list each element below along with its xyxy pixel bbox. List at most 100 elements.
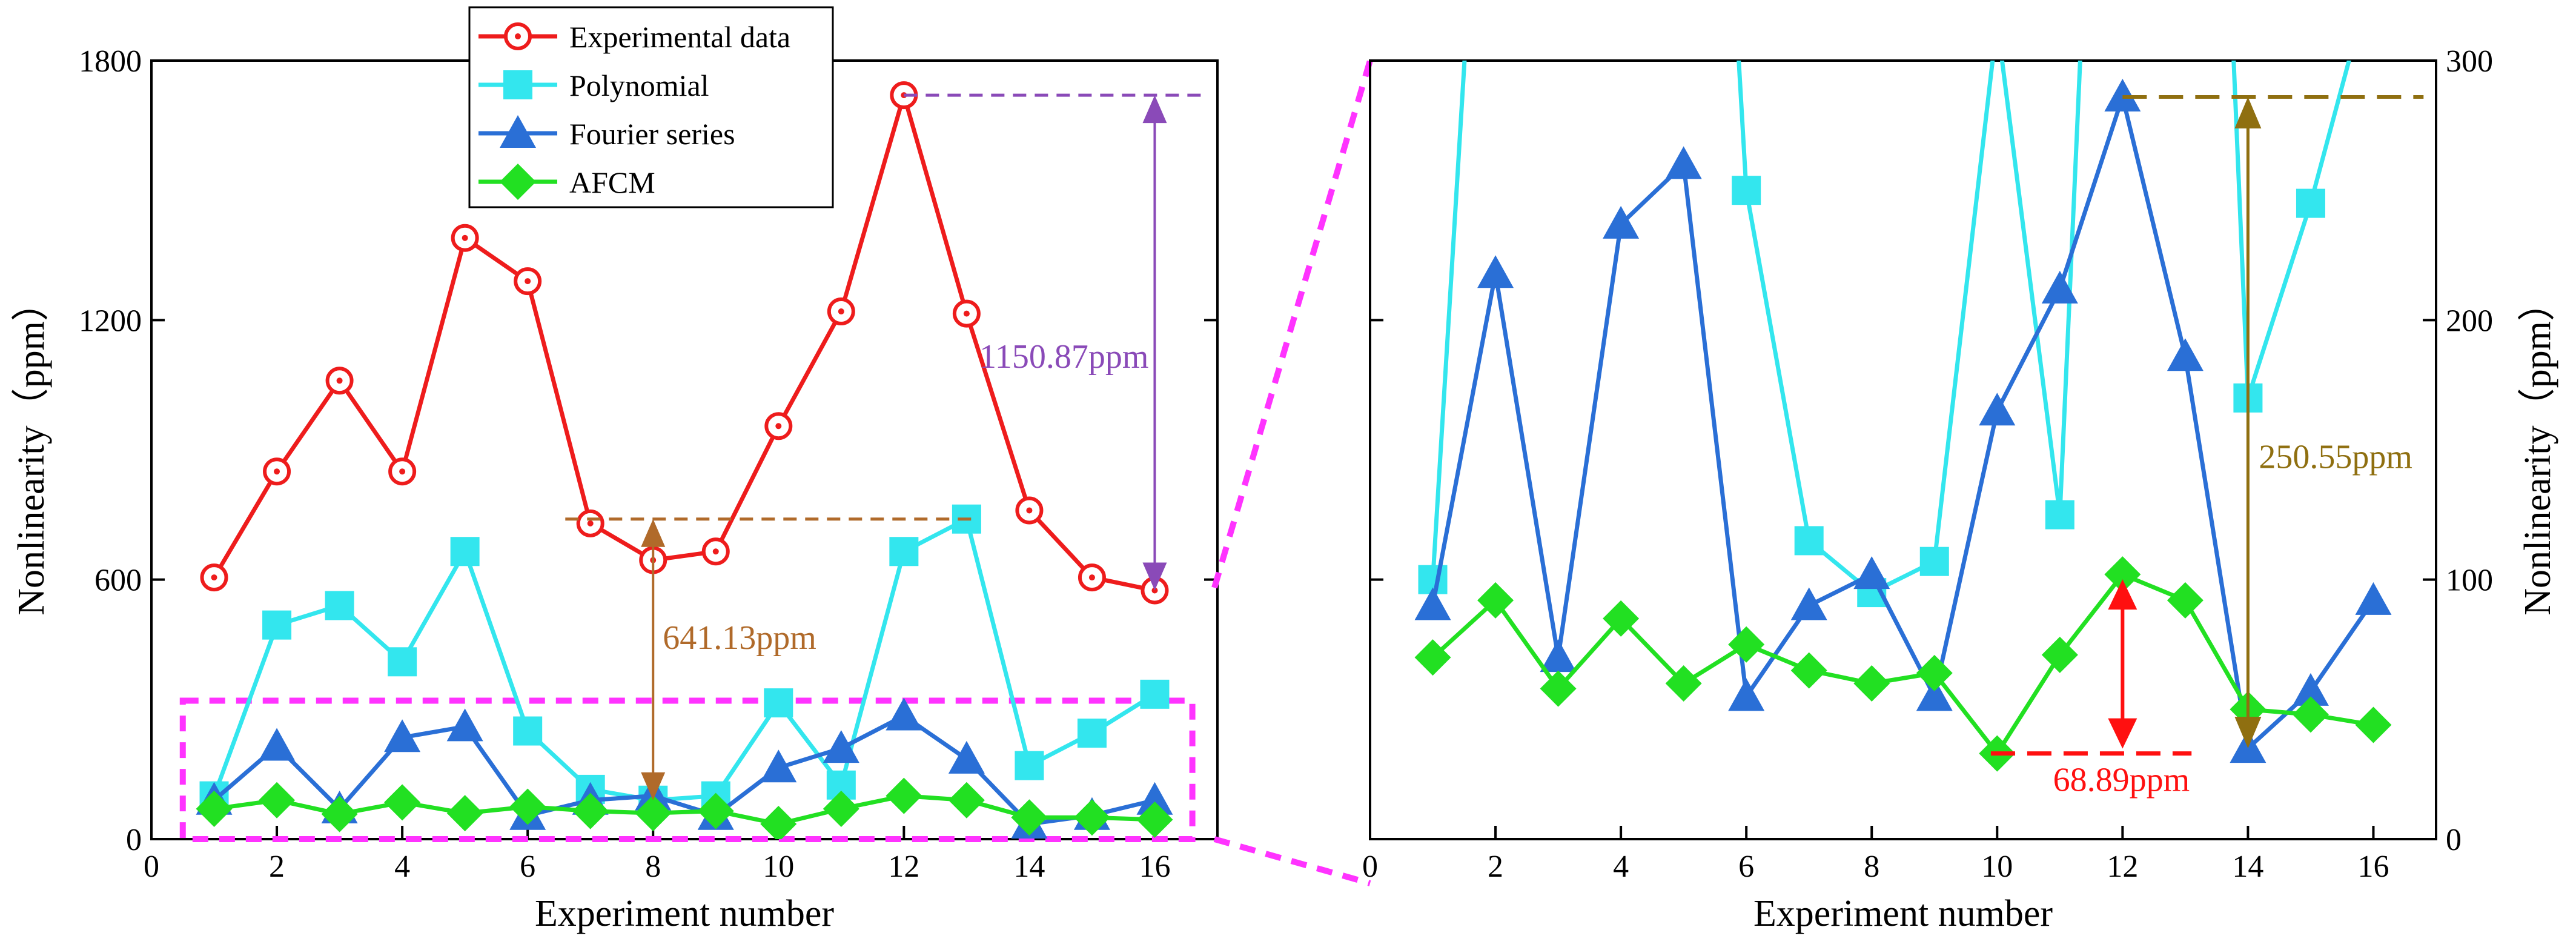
left-point-fourier-series-4 [384, 719, 421, 752]
left-point-fourier-series-10 [760, 749, 797, 783]
right-ticks [1369, 59, 2436, 840]
left-series [179, 81, 1196, 842]
left-y-axis-label: Nonlinearity（ppm） [11, 284, 52, 616]
left-y-tick-label-0: 0 [126, 823, 142, 857]
right-point-fourier-series-4 [1603, 205, 1640, 239]
right-y-tick-label-0: 0 [2446, 823, 2462, 857]
right-annot-250-label: 250.55ppm [2259, 438, 2412, 476]
legend-marker-fourier-series [500, 115, 536, 148]
right-point-afcm-16 [2355, 706, 2392, 743]
right-series-polynomial [1418, 61, 2351, 608]
left-point-afcm-8 [635, 795, 672, 832]
left-series-polynomial [199, 504, 1170, 815]
left-point-experimental-data-5-center [462, 234, 468, 241]
left-annot-641-label: 641.13ppm [663, 619, 816, 657]
left-x-tick-label-8: 16 [1139, 849, 1170, 884]
right-point-fourier-series-10 [1979, 393, 2016, 426]
right-point-fourier-series-13 [2167, 338, 2204, 371]
left-line-fourier-series [213, 714, 1156, 826]
left-annot-1150-arrow-up [1142, 95, 1167, 124]
left-point-experimental-data-1-center [211, 574, 217, 581]
left-point-afcm-6 [509, 788, 546, 825]
legend-label-afcm: AFCM [569, 165, 655, 199]
left-point-afcm-15 [1073, 799, 1110, 836]
left-x-tick-label-5: 10 [763, 849, 794, 884]
right-point-fourier-series-3 [1540, 639, 1577, 673]
right-point-polynomial-7 [1794, 526, 1824, 556]
left-point-experimental-data-15-center [1088, 574, 1095, 581]
left-point-fourier-series-2 [259, 728, 296, 761]
right-x-tick-label-2: 4 [1613, 849, 1629, 884]
left-point-polynomial-4 [388, 647, 417, 677]
right-x-tick-label-3: 6 [1738, 849, 1754, 884]
left-point-afcm-11 [823, 791, 859, 828]
right-point-fourier-series-11 [2041, 270, 2078, 304]
right-series-fourier-series [1414, 78, 2392, 763]
right-point-afcm-12 [2104, 556, 2141, 593]
left-point-polynomial-6 [513, 716, 543, 746]
right-x-tick-label-7: 14 [2232, 849, 2263, 884]
right-annot-68-arrow-up [2108, 579, 2137, 610]
left-annot-641-arrow-up [641, 519, 666, 547]
right-line-afcm [1431, 572, 2374, 756]
right-point-fourier-series-6 [1728, 678, 1765, 711]
zoom-connector-bottom [1213, 836, 1371, 886]
left-point-experimental-data-6-center [525, 278, 531, 285]
left-point-afcm-13 [948, 782, 985, 819]
right-point-afcm-13 [2167, 582, 2204, 619]
right-plot-frame [1369, 59, 2437, 840]
right-annot-68-label: 68.89ppm [2053, 762, 2190, 799]
right-x-tick-label-6: 12 [2107, 849, 2138, 884]
legend-label-fourier-series: Fourier series [569, 117, 735, 151]
right-point-afcm-8 [1853, 665, 1890, 702]
left-x-tick-label-2: 4 [394, 849, 410, 884]
left-point-experimental-data-10-center [775, 423, 782, 430]
legend-marker-afcm [500, 164, 536, 200]
left-point-polynomial-10 [764, 688, 793, 718]
left-series-afcm [196, 777, 1173, 839]
right-x-tick-label-8: 16 [2357, 849, 2389, 884]
left-point-experimental-data-13-center [963, 310, 970, 317]
left-y-tick-label-1: 600 [94, 563, 142, 598]
right-point-polynomial-6 [1732, 176, 1761, 205]
right-point-fourier-series-5 [1665, 146, 1702, 179]
right-x-tick-label-0: 0 [1362, 849, 1378, 884]
right-point-afcm-4 [1603, 600, 1640, 637]
right-x-axis-label: Experiment number [1753, 893, 2053, 934]
right-point-fourier-series-7 [1790, 587, 1827, 620]
left-point-fourier-series-11 [823, 730, 859, 763]
right-point-polynomial-15 [2296, 188, 2325, 218]
left-panel: 0 2 4 6 8 10 12 14 16 0 600 1200 1800 1150.87ppm 641.… [11, 44, 1219, 934]
legend-label-polynomial: Polynomial [569, 68, 709, 102]
right-line-polynomial [1431, 61, 2351, 595]
left-point-fourier-series-16 [1136, 782, 1173, 815]
left-point-polynomial-12 [889, 537, 919, 566]
right-y-tick-label-1: 100 [2446, 563, 2493, 598]
left-point-afcm-9 [697, 792, 734, 829]
left-annot-1150-arrow-down [1142, 562, 1167, 591]
left-tick-labels: 0 2 4 6 8 10 12 14 16 0 600 1200 1800 [79, 44, 1170, 884]
right-point-afcm-11 [2041, 636, 2078, 673]
right-point-fourier-series-8 [1853, 556, 1890, 590]
right-point-fourier-series-9 [1916, 678, 1953, 711]
left-point-polynomial-15 [1077, 719, 1107, 748]
left-point-polynomial-16 [1140, 679, 1170, 709]
left-line-afcm [214, 794, 1155, 826]
left-point-polynomial-14 [1015, 751, 1044, 780]
right-annot-250-arrow-up [2234, 96, 2262, 128]
left-zoom-box [179, 697, 1196, 842]
left-point-experimental-data-4-center [399, 468, 406, 475]
right-point-polynomial-9 [1919, 546, 1949, 576]
legend-label-experimental-data: Experimental data [569, 20, 790, 54]
left-x-tick-label-7: 14 [1013, 849, 1045, 884]
left-point-afcm-1 [196, 791, 233, 828]
left-point-polynomial-5 [450, 537, 480, 566]
left-point-afcm-10 [760, 806, 797, 839]
left-point-fourier-series-5 [446, 708, 483, 742]
left-annotations: 1150.87ppm 641.13ppm [565, 93, 1205, 800]
left-point-afcm-5 [446, 795, 483, 832]
left-point-experimental-data-9-center [712, 548, 719, 555]
left-point-experimental-data-14-center [1026, 507, 1033, 514]
right-point-afcm-7 [1790, 652, 1827, 689]
left-point-fourier-series-13 [948, 740, 985, 774]
